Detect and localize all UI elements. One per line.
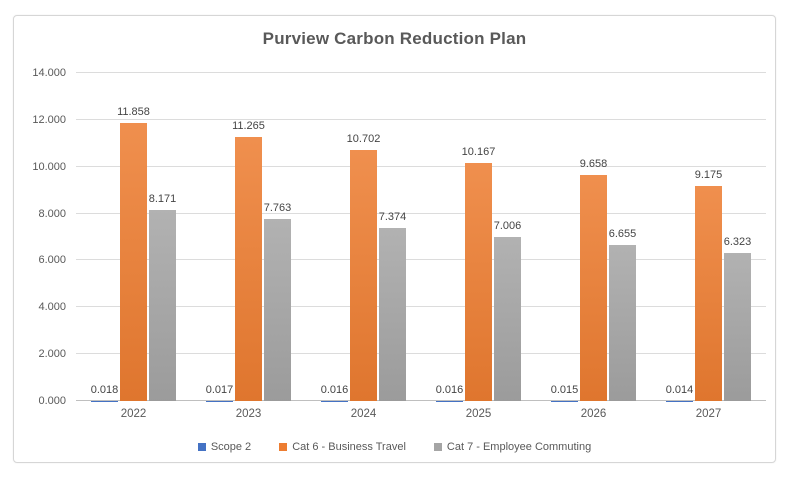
gridline xyxy=(76,165,766,167)
gridline xyxy=(76,259,766,261)
legend-swatch-icon xyxy=(279,443,288,451)
bar-cat-7-employee-commuting-2026 xyxy=(609,245,636,401)
x-tick-label: 2022 xyxy=(120,408,147,420)
data-label-cat-7-employee-commuting-2027: 6.323 xyxy=(723,235,752,248)
bar-slot: 9.175 xyxy=(695,73,722,401)
data-label-cat-7-employee-commuting-2026: 6.655 xyxy=(608,228,637,241)
data-label-cat-7-employee-commuting-2024: 7.374 xyxy=(378,211,407,224)
x-tick-label: 2027 xyxy=(695,408,722,420)
legend-item-cat-6-business-travel: Cat 6 - Business Travel xyxy=(279,441,406,453)
data-label-cat-6-business-travel-2024: 10.702 xyxy=(346,133,381,146)
bar-slot: 0.014 xyxy=(666,73,693,401)
data-label-cat-6-business-travel-2025: 10.167 xyxy=(461,145,496,158)
bar-slot: 10.167 xyxy=(462,73,495,401)
legend-label: Cat 6 - Business Travel xyxy=(292,441,406,453)
bar-group-2026: 0.015 9.658 6.655 2026 xyxy=(550,73,638,420)
bar-cat-7-employee-commuting-2024 xyxy=(379,228,406,401)
gridline xyxy=(76,353,766,355)
legend-swatch-icon xyxy=(197,443,206,451)
bar-slot: 0.016 xyxy=(436,73,463,401)
bar-cat-6-business-travel-2026 xyxy=(580,174,607,401)
x-tick-label: 2026 xyxy=(580,408,607,420)
y-tick-label: 2.000 xyxy=(38,348,66,361)
bar-cat-6-business-travel-2024 xyxy=(350,150,377,401)
y-tick-label: 14.000 xyxy=(32,67,66,79)
legend: Scope 2 Cat 6 - Business Travel Cat 7 - Em… xyxy=(14,441,775,453)
data-label-cat-6-business-travel-2022: 11.858 xyxy=(117,106,150,119)
data-label-scope-2-2027: 0.014 xyxy=(665,383,694,396)
chart-title: Purview Carbon Reduction Plan xyxy=(262,29,527,48)
y-tick-label: 4.000 xyxy=(38,301,66,314)
bar-slot: 0.017 xyxy=(206,73,233,401)
plot-area: 0.018 11.858 8.171 2022 0.017 11.265 7.763 2023… xyxy=(76,72,766,420)
bar-group-2027: 0.014 9.175 6.323 2027 xyxy=(665,73,753,420)
data-label-scope-2-2023: 0.017 xyxy=(205,383,234,396)
data-label-scope-2-2025: 0.016 xyxy=(435,383,464,396)
bar-slot: 10.702 xyxy=(347,73,380,401)
bar-slot: 6.655 xyxy=(609,73,636,401)
bar-slot: 0.016 xyxy=(321,73,348,401)
y-tick-label: 6.000 xyxy=(38,254,66,267)
bar-cat-7-employee-commuting-2023 xyxy=(264,219,291,401)
bar-slot: 9.658 xyxy=(580,73,607,401)
data-label-scope-2-2024: 0.016 xyxy=(320,383,349,396)
bar-cat-6-business-travel-2022 xyxy=(120,123,147,401)
legend-label: Scope 2 xyxy=(210,441,252,453)
legend-swatch-icon xyxy=(433,443,442,451)
bar-slot: 0.015 xyxy=(551,73,578,401)
bar-slot: 6.323 xyxy=(724,73,751,401)
bar-cat-6-business-travel-2027 xyxy=(695,186,722,401)
bar-groups: 0.018 11.858 8.171 2022 0.017 11.265 7.763 2023… xyxy=(76,73,766,420)
bar-group-2022: 0.018 11.858 8.171 2022 xyxy=(90,73,178,420)
bar-cat-6-business-travel-2023 xyxy=(235,137,262,401)
x-tick-label: 2025 xyxy=(465,408,492,420)
data-label-cat-6-business-travel-2026: 9.658 xyxy=(579,157,608,170)
bar-cat-6-business-travel-2025 xyxy=(465,162,492,401)
bar-group-2023: 0.017 11.265 7.763 2023 xyxy=(205,73,293,420)
legend-item-scope-2: Scope 2 xyxy=(197,441,252,453)
data-label-scope-2-2026: 0.015 xyxy=(550,383,579,396)
bar-slot: 7.006 xyxy=(494,73,521,401)
bar-slot: 11.265 xyxy=(232,73,265,401)
data-label-cat-6-business-travel-2023: 11.265 xyxy=(232,120,265,133)
data-label-cat-6-business-travel-2027: 9.175 xyxy=(694,169,723,182)
data-label-cat-7-employee-commuting-2025: 7.006 xyxy=(493,219,522,232)
y-tick-label: 12.000 xyxy=(32,113,66,126)
bar-group-2024: 0.016 10.702 7.374 2024 xyxy=(320,73,408,420)
legend-label: Cat 7 - Employee Commuting xyxy=(446,441,592,453)
y-axis: 0.000 2.000 4.000 6.000 8.000 10.000 12.000 14.… xyxy=(14,67,66,407)
bar-group-2025: 0.016 10.167 7.006 2025 xyxy=(435,73,523,420)
data-label-cat-7-employee-commuting-2023: 7.763 xyxy=(263,202,292,215)
bar-cat-7-employee-commuting-2025 xyxy=(494,236,521,401)
y-tick-label: 10.000 xyxy=(32,160,66,173)
gridline xyxy=(76,212,766,214)
x-axis-line xyxy=(76,400,766,401)
y-tick-label: 8.000 xyxy=(38,207,66,220)
bar-cat-7-employee-commuting-2022 xyxy=(149,209,176,401)
gridline xyxy=(76,72,766,73)
bar-slot: 7.763 xyxy=(264,73,291,401)
bar-slot: 8.171 xyxy=(149,73,176,401)
gridline xyxy=(76,306,766,308)
carbon-chart: Purview Carbon Reduction Plan 0.000 2.000… xyxy=(13,15,776,463)
gridlines xyxy=(76,72,766,401)
bar-slot: 11.858 xyxy=(117,73,150,401)
bar-slot: 7.374 xyxy=(379,73,406,401)
x-tick-label: 2023 xyxy=(235,408,262,420)
data-label-scope-2-2022: 0.018 xyxy=(90,383,119,396)
bar-cat-7-employee-commuting-2027 xyxy=(724,252,751,401)
bar-slot: 0.018 xyxy=(91,73,118,401)
y-tick-label: 0.000 xyxy=(38,395,66,407)
data-label-cat-7-employee-commuting-2022: 8.171 xyxy=(148,192,177,205)
x-tick-label: 2024 xyxy=(350,408,377,420)
legend-item-cat-7-employee-commuting: Cat 7 - Employee Commuting xyxy=(433,441,592,453)
gridline xyxy=(76,118,766,120)
